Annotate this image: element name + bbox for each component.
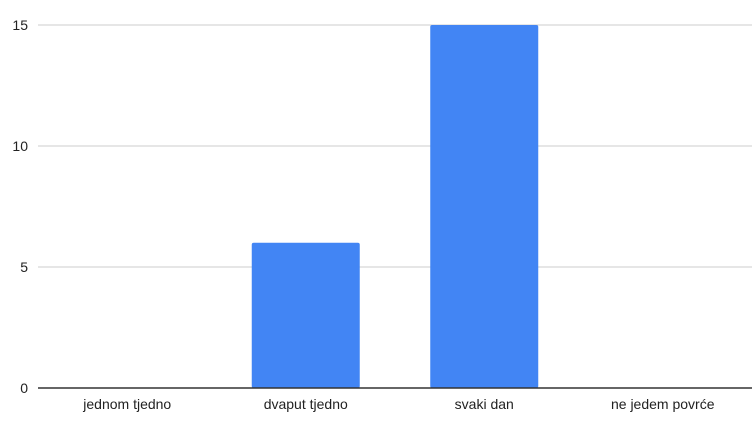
x-tick-label: dvaput tjedno (264, 396, 348, 412)
bar (430, 25, 539, 388)
y-tick-label: 15 (12, 17, 28, 33)
bar (251, 242, 360, 388)
bars (251, 25, 539, 388)
y-tick-labels: 0 5 10 15 (12, 17, 28, 396)
x-tick-labels: jednom tjedno dvaput tjedno svaki dan ne je… (82, 396, 714, 412)
x-tick-label: jednom tjedno (82, 396, 171, 412)
y-tick-label: 0 (20, 380, 28, 396)
y-tick-label: 5 (20, 259, 28, 275)
y-tick-label: 10 (12, 138, 28, 154)
gridlines (38, 24, 752, 268)
x-tick-label: ne jedem povrće (611, 396, 715, 412)
x-tick-label: svaki dan (455, 396, 514, 412)
